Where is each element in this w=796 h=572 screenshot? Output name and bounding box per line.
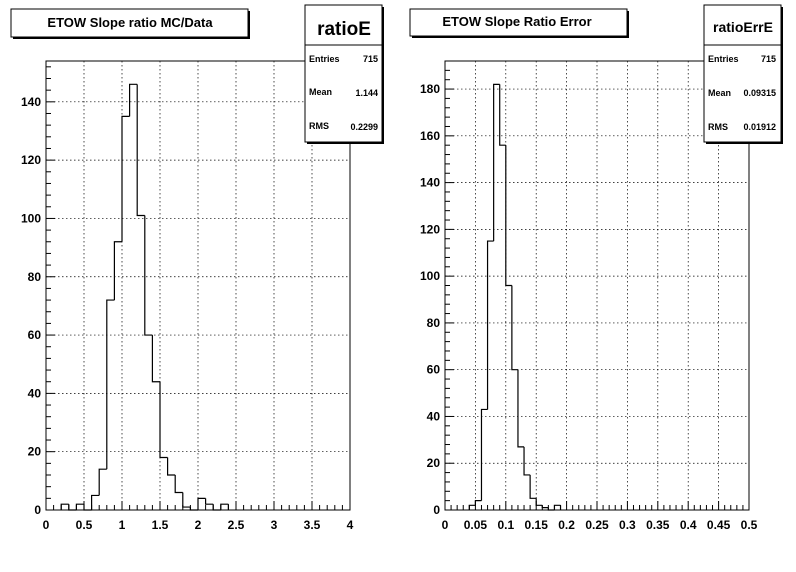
y-tick-label: 160 xyxy=(420,129,440,143)
histogram-bin xyxy=(174,475,183,494)
histogram-bin xyxy=(106,299,115,470)
y-axis-ticks: 0 20 40 60 80 100 120 140 160 180 xyxy=(420,60,454,517)
histogram-bin xyxy=(113,241,122,301)
x-tick-label: 4 xyxy=(347,518,354,532)
x-tick-label: 0.15 xyxy=(525,518,549,532)
stats-label-rms: RMS xyxy=(708,122,728,132)
histogram-panel-ratio: ETOW Slope ratio MC/Data 0 0.5 1 1.5 2 2.5 3 3.… xyxy=(10,4,384,532)
stats-box-shadow xyxy=(307,142,384,144)
histogram-bin xyxy=(205,498,214,505)
y-tick-label: 80 xyxy=(427,316,441,330)
stats-box-shadow xyxy=(781,7,783,144)
stats-label-entries: Entries xyxy=(309,54,340,64)
histogram-bin xyxy=(144,215,153,336)
x-tick-label: 0 xyxy=(442,518,449,532)
stats-value-rms: 0.01912 xyxy=(743,122,776,132)
stats-value-rms: 0.2299 xyxy=(350,122,378,132)
histogram-bin xyxy=(167,457,176,476)
histogram-bin xyxy=(517,369,525,448)
y-tick-label: 120 xyxy=(420,222,440,236)
x-tick-label: 1.5 xyxy=(152,518,169,532)
stats-box-frame xyxy=(304,4,383,143)
x-tick-label: 0 xyxy=(43,518,50,532)
histogram-bin xyxy=(486,240,494,410)
histogram-bin xyxy=(511,285,518,371)
x-tick-label: 2 xyxy=(195,518,202,532)
stats-label-entries: Entries xyxy=(708,54,739,64)
x-tick-label: 0.5 xyxy=(741,518,758,532)
title-box-shadow xyxy=(13,37,250,39)
y-axis-ticks: 0 20 40 60 80 100 120 140 xyxy=(21,66,55,517)
y-tick-label: 180 xyxy=(420,82,440,96)
histogram-bin xyxy=(159,381,168,459)
stats-value-mean: 1.144 xyxy=(355,88,378,98)
stats-box-frame xyxy=(703,4,782,143)
y-tick-label: 40 xyxy=(427,409,441,423)
histogram-bin xyxy=(136,84,145,217)
stats-name: ratioErrE xyxy=(713,19,773,35)
stats-box-shadow xyxy=(706,142,783,144)
x-tick-label: 1 xyxy=(119,518,126,532)
y-tick-label: 20 xyxy=(28,445,42,459)
histogram-panel-ratio-error: ETOW Slope Ratio Error 0 0.05 0.1 0.15 0.2 0.… xyxy=(409,4,783,532)
x-tick-label: 0.5 xyxy=(76,518,93,532)
y-tick-label: 80 xyxy=(28,270,42,284)
stats-label-rms: RMS xyxy=(309,121,329,131)
histogram-bin xyxy=(480,408,488,501)
stats-value-mean: 0.09315 xyxy=(743,88,776,98)
x-tick-label: 0.05 xyxy=(464,518,488,532)
x-tick-label: 0.2 xyxy=(558,518,575,532)
x-tick-label: 0.35 xyxy=(646,518,670,532)
x-tick-label: 3.5 xyxy=(304,518,321,532)
stats-label-mean: Mean xyxy=(708,88,731,98)
y-tick-label: 140 xyxy=(420,176,440,190)
x-tick-label: 0.1 xyxy=(497,518,514,532)
stats-label-mean: Mean xyxy=(309,87,332,97)
x-tick-label: 2.5 xyxy=(228,518,245,532)
y-tick-label: 40 xyxy=(28,386,42,400)
y-tick-label: 100 xyxy=(21,211,41,225)
title-box-shadow xyxy=(627,11,629,38)
x-axis-ticks: 0 0.05 0.1 0.15 0.2 0.25 0.3 0.35 0.4 0.45 0.5 xyxy=(442,501,758,532)
title-box-shadow xyxy=(412,36,629,38)
histogram-bin xyxy=(505,145,512,287)
title-box xyxy=(10,8,249,38)
x-tick-label: 0.3 xyxy=(619,518,636,532)
y-tick-label: 120 xyxy=(21,153,41,167)
y-tick-label: 140 xyxy=(21,95,41,109)
y-tick-label: 20 xyxy=(427,456,441,470)
histogram-bin xyxy=(523,446,531,476)
histogram-bin xyxy=(129,83,138,117)
title-box-shadow xyxy=(248,11,250,38)
y-tick-label: 0 xyxy=(433,503,440,517)
histogram-bin xyxy=(98,468,107,496)
histogram-bin xyxy=(499,84,506,146)
histogram-bin xyxy=(121,115,130,242)
y-tick-label: 60 xyxy=(28,328,42,342)
chart-title: ETOW Slope ratio MC/Data xyxy=(47,15,213,30)
stats-value-entries: 715 xyxy=(363,54,378,64)
x-tick-label: 0.4 xyxy=(680,518,697,532)
stats-box: ratioE Entries 715 Mean 1.144 RMS 0.2299 xyxy=(304,4,384,144)
x-tick-label: 0.45 xyxy=(707,518,731,532)
y-tick-label: 60 xyxy=(427,363,441,377)
stats-value-entries: 715 xyxy=(761,54,776,64)
y-tick-label: 100 xyxy=(420,269,440,283)
grid xyxy=(445,61,749,510)
stats-name: ratioE xyxy=(317,19,371,40)
stats-box: ratioErrE Entries 715 Mean 0.09315 RMS 0… xyxy=(703,4,783,144)
x-axis-ticks: 0 0.5 1 1.5 2 2.5 3 3.5 4 xyxy=(43,501,354,532)
y-tick-label: 0 xyxy=(34,503,41,517)
histogram-bin xyxy=(529,474,537,499)
stats-box-shadow xyxy=(382,7,384,144)
grid xyxy=(46,61,350,510)
chart-title: ETOW Slope Ratio Error xyxy=(442,14,591,29)
x-tick-label: 0.25 xyxy=(585,518,609,532)
title-box xyxy=(409,8,628,37)
histogram-bin xyxy=(151,335,160,383)
x-tick-label: 3 xyxy=(271,518,278,532)
histogram-bin xyxy=(493,83,500,242)
